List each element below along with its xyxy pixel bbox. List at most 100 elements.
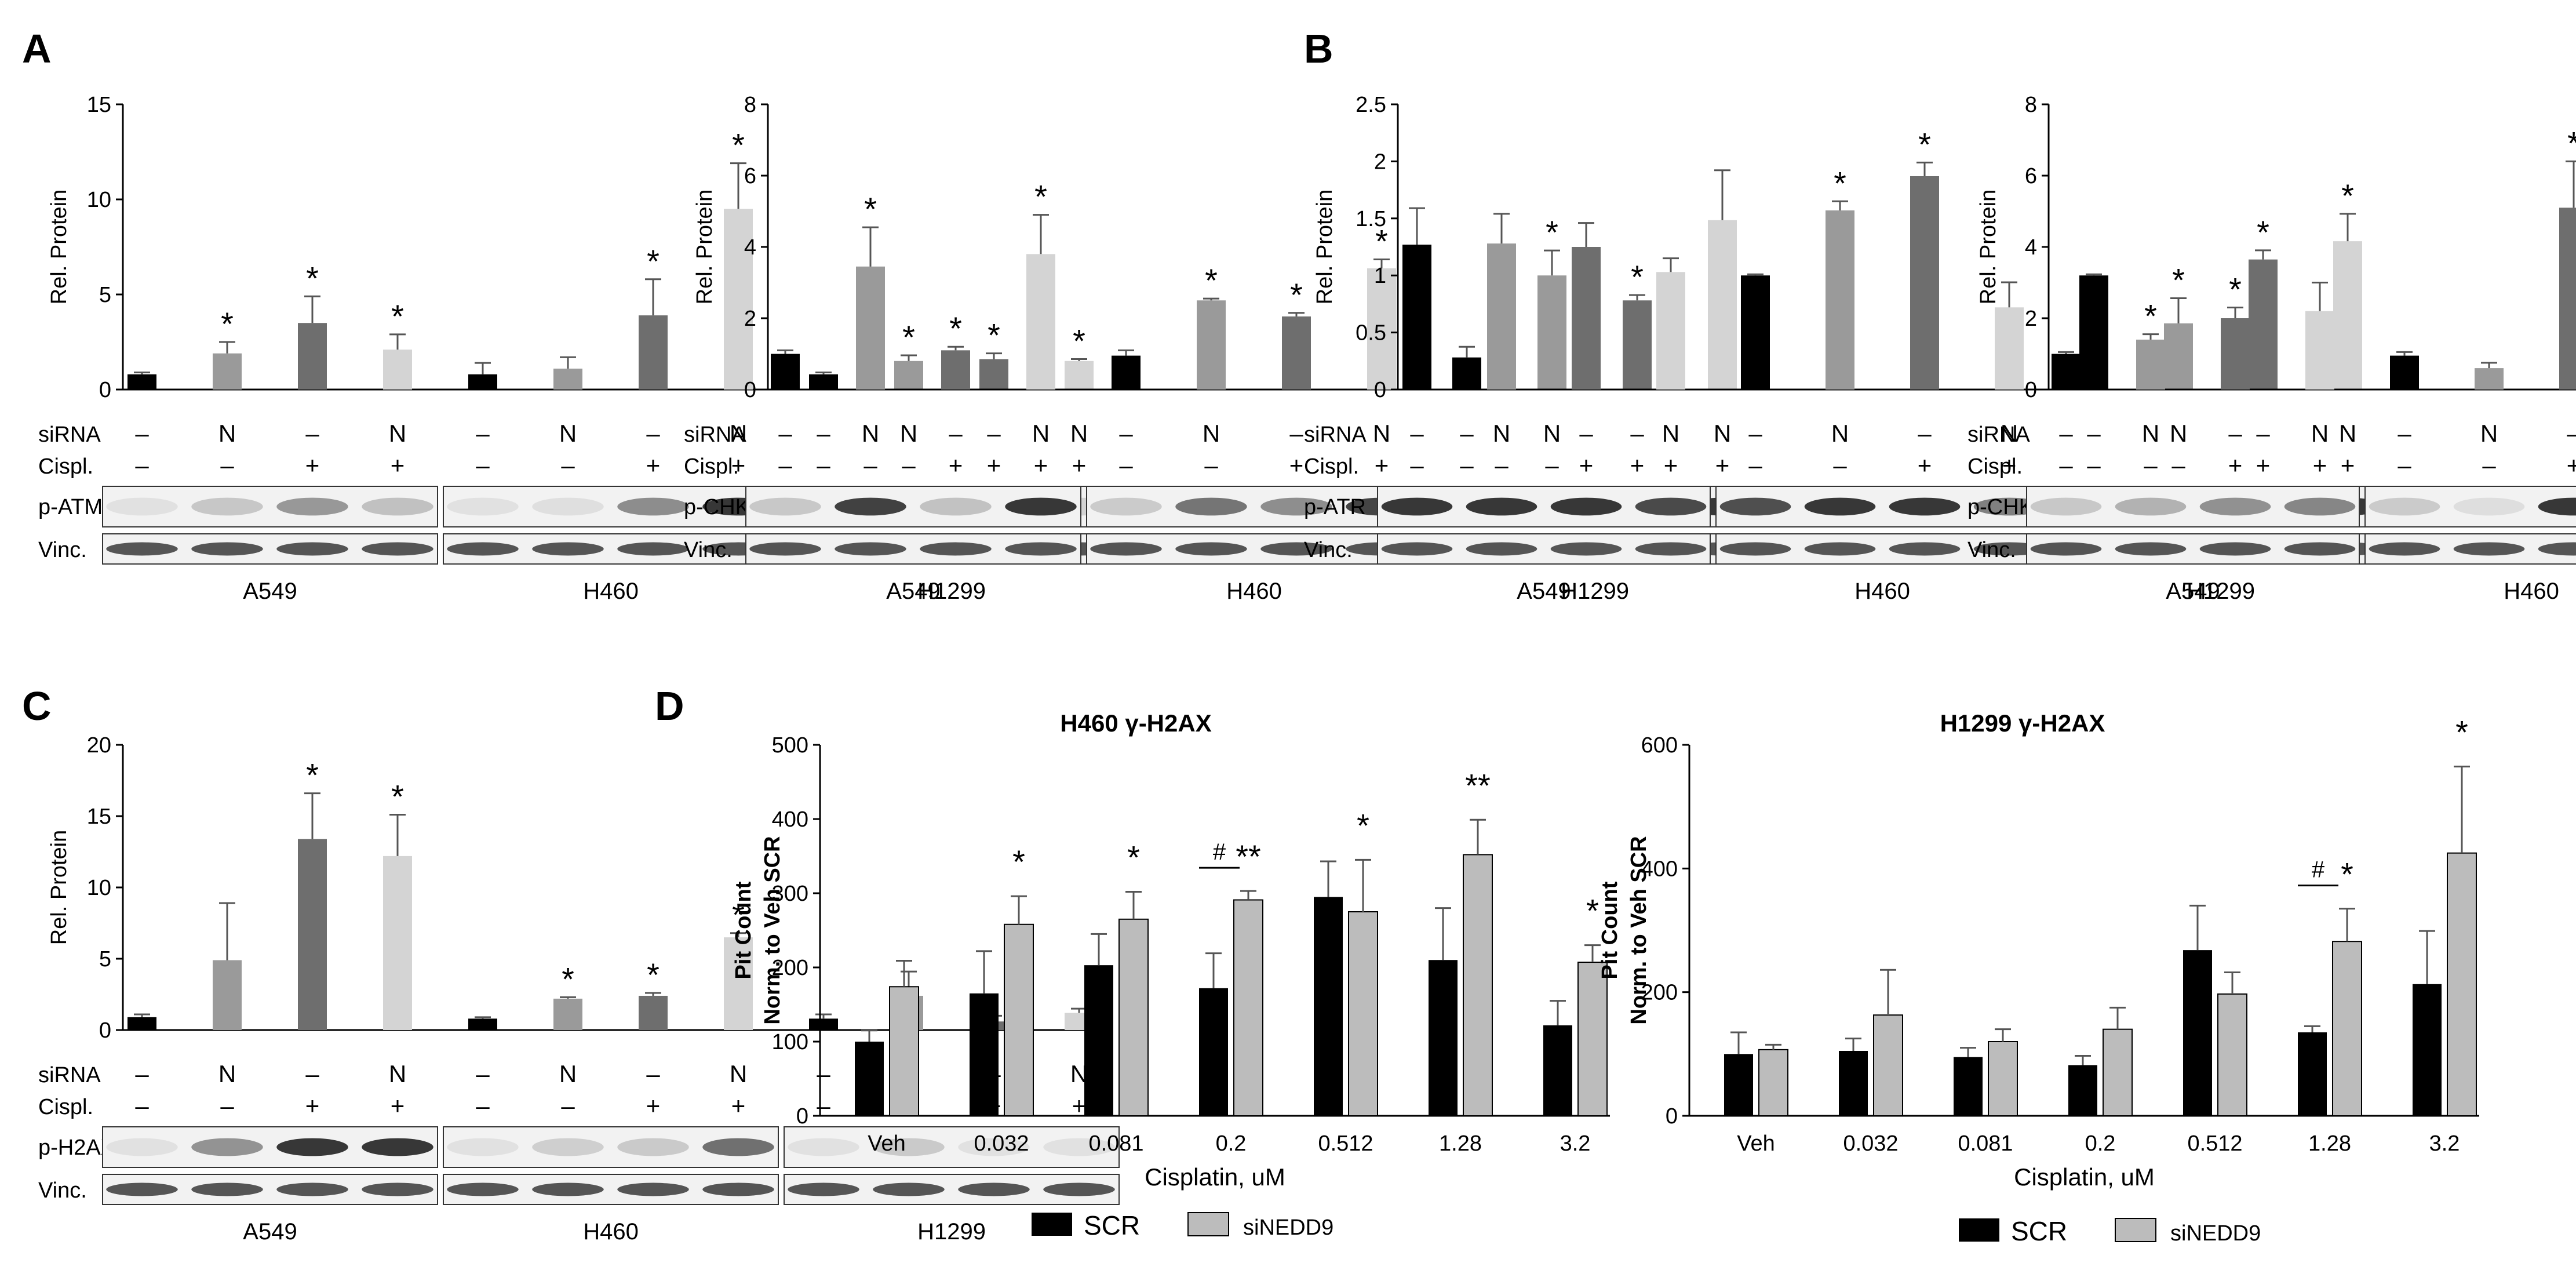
vinc-band-4 [447,1182,519,1196]
sirna-cell: N [559,1060,577,1087]
sirna-cell: – [1579,420,1593,447]
cispl-cell: – [220,1092,234,1119]
bar [809,374,838,390]
cell-line-label: H460 [583,1219,639,1244]
vinc-band-7 [702,1182,774,1196]
vinc-band-3 [362,542,433,556]
cispl-cell: + [1034,452,1048,479]
significance-marker: * [2455,714,2468,750]
vinc-band-0 [749,542,821,556]
y-tick-label: 200 [772,956,808,980]
bar [809,1018,838,1030]
cispl-cell: – [2171,452,2185,479]
legend-label-scr: SCR [2011,1216,2067,1246]
vinc-band-1 [835,542,906,556]
y-tick-label: 10 [87,188,111,212]
cispl-cell: + [1375,452,1389,479]
significance-marker: * [1546,214,1558,250]
sirna-cell: N [900,420,917,447]
cispl-cell: + [2567,452,2576,479]
y-tick-label: 1.5 [1356,207,1386,231]
target-band-3 [1005,497,1077,516]
target-band-2 [1550,497,1622,516]
panel-label-c: C [22,683,52,729]
sirna-cell: – [1460,420,1474,447]
cispl-cell: + [2341,452,2355,479]
significance-marker: * [391,778,404,815]
x-tick-label: 0.512 [2187,1131,2242,1156]
blot-target-label: p-ATM [38,495,103,519]
significance-marker: * [988,317,1000,354]
sirna-cell: N [2480,420,2498,447]
bar-scr [1429,960,1458,1116]
significance-marker: * [1073,323,1085,359]
vinc-band-4 [2369,542,2440,556]
y-axis-title-line2: Norm. to Veh SCR [1627,836,1651,1024]
bar [2052,354,2081,390]
bar [639,315,668,390]
y-tick-label: 0 [796,1104,808,1129]
y-axis-title-line1: Pit Count [731,881,756,979]
sirna-cell: – [817,1060,830,1087]
significance-marker: * [306,260,319,296]
bar-scr [2298,1032,2327,1116]
vinc-band-6 [617,1182,689,1196]
vinc-band-0 [106,1182,178,1196]
sirna-cell: N [730,1060,747,1087]
y-tick-label: 600 [1641,733,1678,758]
sirna-row-label: siRNA [1967,423,2030,447]
significance-marker: * [221,305,234,342]
bar [724,209,753,390]
cell-line-label: H460 [583,578,639,604]
sirna-cell: – [1410,420,1424,447]
cispl-cell: + [2228,452,2243,479]
y-tick-label: 6 [2025,164,2037,188]
y-tick-label: 4 [744,235,756,260]
y-axis-title: Rel. Protein [1976,190,2001,305]
cispl-cell: + [305,452,320,479]
vinc-band-4 [1719,542,1791,556]
cispl-cell: – [561,1092,575,1119]
target-band-0 [749,497,821,516]
y-tick-label: 8 [2025,93,2037,117]
sirna-cell: – [2087,420,2101,447]
target-band-8 [788,1138,859,1156]
cispl-cell: + [1289,452,1304,479]
bar [2475,368,2504,390]
blot-target-label: p-ATR [1304,495,1366,519]
sirna-cell: N [559,420,577,447]
y-axis-title: Rel. Protein [693,190,717,305]
cispl-cell: + [391,452,405,479]
y-tick-label: 15 [87,805,111,829]
cispl-cell: – [778,452,792,479]
target-band-4 [2369,497,2440,516]
target-band-6 [1260,497,1332,516]
cispl-cell: – [2482,452,2496,479]
vinc-band-3 [362,1182,433,1196]
vinc-band-2 [2199,542,2271,556]
bar [771,354,800,390]
sirna-cell: N [2170,420,2187,447]
significance-marker: * [647,243,660,279]
vinc-band-1 [191,542,263,556]
vinc-band-1 [191,1182,263,1196]
vinc-band-5 [532,542,604,556]
sirna-row-label: siRNA [684,423,746,447]
bar [2079,275,2108,390]
panel-label-a: A [22,26,52,71]
target-band-6 [617,497,689,516]
cispl-cell: + [391,1092,405,1119]
bar [1572,247,1601,390]
target-band-0 [2030,497,2102,516]
significance-marker: * [1012,843,1025,880]
significance-marker: * [2144,298,2157,334]
significance-marker: * [2341,856,2353,893]
cell-line-label: H460 [2504,578,2559,604]
sirna-cell: – [135,420,149,447]
cispl-cell: + [731,452,746,479]
sirna-row-label: siRNA [38,1063,101,1087]
bar [941,350,970,390]
bar [1487,243,1516,390]
target-band-4 [447,497,519,516]
bar [553,998,582,1030]
